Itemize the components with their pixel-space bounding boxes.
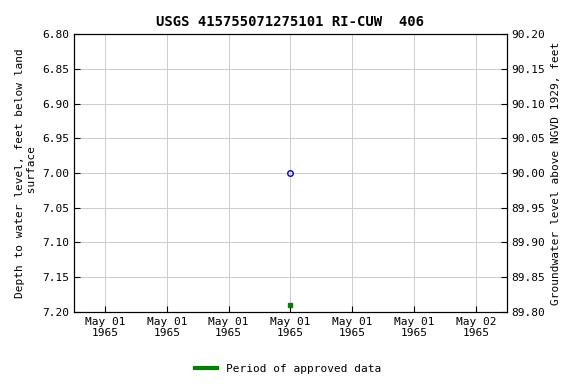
Y-axis label: Groundwater level above NGVD 1929, feet: Groundwater level above NGVD 1929, feet: [551, 41, 561, 305]
Title: USGS 415755071275101 RI-CUW  406: USGS 415755071275101 RI-CUW 406: [157, 15, 425, 29]
Y-axis label: Depth to water level, feet below land
 surface: Depth to water level, feet below land su…: [15, 48, 37, 298]
Legend: Period of approved data: Period of approved data: [191, 359, 385, 379]
